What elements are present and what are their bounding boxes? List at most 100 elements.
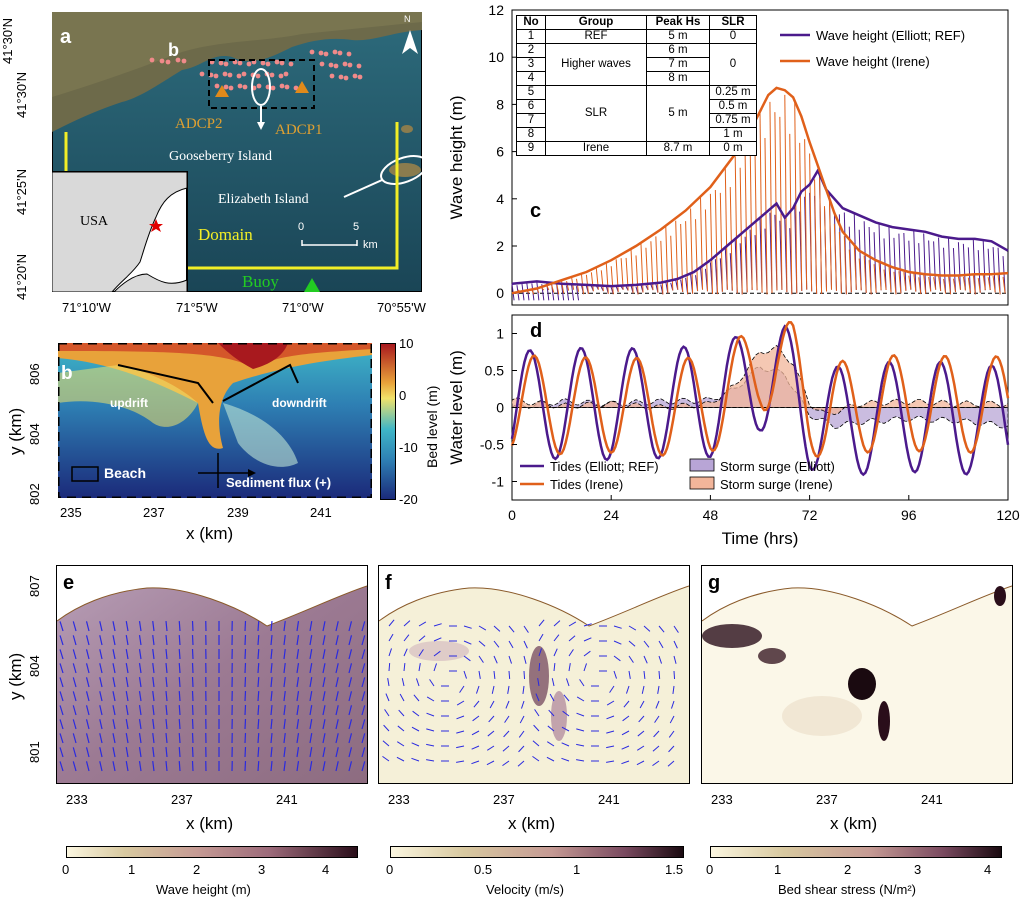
sample-point [236,73,242,79]
updrift-label: updrift [110,396,148,410]
current-vector [456,760,465,763]
table-cell: 8 m [646,71,710,86]
sample-point [265,61,271,67]
shear-cb-tick-0: 0 [706,862,714,877]
wave-vector [296,705,300,716]
wave-vector [165,704,168,716]
wave-vector [270,732,273,744]
current-vector [538,662,541,672]
time-xtick-label: 96 [901,507,917,523]
b-xtick-3: 241 [310,505,332,520]
wave-vector [322,691,326,702]
panel-b-letter: b [61,363,73,384]
sample-point [149,57,155,63]
wave-hatch-line [709,193,713,294]
elizabeth-island [389,163,421,177]
current-vector [403,634,410,642]
current-vector [418,663,421,672]
wave-vector [283,663,286,674]
wave-hatch-line [838,231,842,294]
lat-tick-1: 41°30'N [0,18,15,64]
current-vector [636,760,645,766]
wave-hatch-line [982,274,986,291]
wave-vector [257,718,260,730]
wave-vector [309,649,313,660]
current-vector [609,685,615,693]
wave-vector [270,760,273,772]
sample-point [227,72,233,78]
current-vector [538,633,544,642]
sample-point [323,51,329,57]
bed-shear-stress-map [702,566,1012,783]
wave-hatch-line [789,133,793,295]
f-xlabel: x (km) [508,814,556,833]
water-ytick-label: -1 [492,474,505,490]
wave-vector [309,733,313,744]
lon-tick-2: 71°0'W [282,300,324,315]
wave-vector [112,677,116,688]
sample-point [288,61,294,67]
wave-vector [85,705,90,716]
wave-hatch-line [938,237,942,291]
current-vector [456,730,465,734]
table-header-no: No [516,15,546,30]
water-legend-label: Tides (Irene) [550,477,623,492]
wave-hatch-line [903,232,907,291]
current-vector [548,709,555,717]
wave-vector [283,747,286,758]
current-vector [551,678,555,687]
wave-vector [348,677,353,688]
wave-hatch-line [967,247,971,294]
wave-vector [112,691,116,702]
sample-point [356,63,362,69]
wave-vector [152,747,155,758]
wave-vector [335,719,339,730]
current-vector [523,640,528,649]
wave-vector [85,621,90,632]
wave-vector [309,691,313,702]
table-cell: 2 [516,43,546,58]
current-vector [657,685,660,694]
wave-hatch-line [704,209,709,292]
current-vector [478,640,486,647]
wave-vector [335,635,339,646]
panel-g-letter: g [708,572,721,594]
current-vector [606,730,615,734]
wave-vector [125,733,129,744]
sample-point [279,83,285,89]
velocity-colorbar [390,846,684,858]
wave-vector [283,621,286,632]
current-vector [403,648,408,657]
sample-point [278,73,284,79]
current-vector [658,640,664,649]
wave-ylabel: Wave height (m) [447,95,466,219]
panel-e-letter: e [63,572,75,594]
current-vector [669,715,675,724]
panel-b: b updrift downdrift Beach Sediment flux … [56,341,374,500]
current-vector [583,663,588,672]
sample-point [270,85,276,91]
wave-vector [178,732,181,744]
wave-plot-frame [511,9,1009,306]
wave-vector [138,663,142,674]
vel-cb-tick-1: 0.5 [474,862,493,877]
sample-point [165,59,171,65]
wave-vector [85,635,90,646]
current-vector [493,640,500,648]
wave-vector [85,761,90,772]
wave-vector [270,634,273,646]
wave-vector [125,747,129,758]
current-vector [397,725,405,732]
current-vector [429,679,435,687]
wave-vector [270,662,273,674]
sample-point [343,75,349,81]
wave-vector [72,761,77,772]
beach-legend-box [71,466,99,482]
current-vector [517,760,525,767]
current-vector [505,700,510,709]
wave-height-map [57,566,367,783]
table-cell: 0.5 m [709,99,757,114]
surge-legend-swatch [689,476,715,490]
wave-vector [335,691,339,702]
wave-legend-label: Wave height (Irene) [816,54,930,69]
